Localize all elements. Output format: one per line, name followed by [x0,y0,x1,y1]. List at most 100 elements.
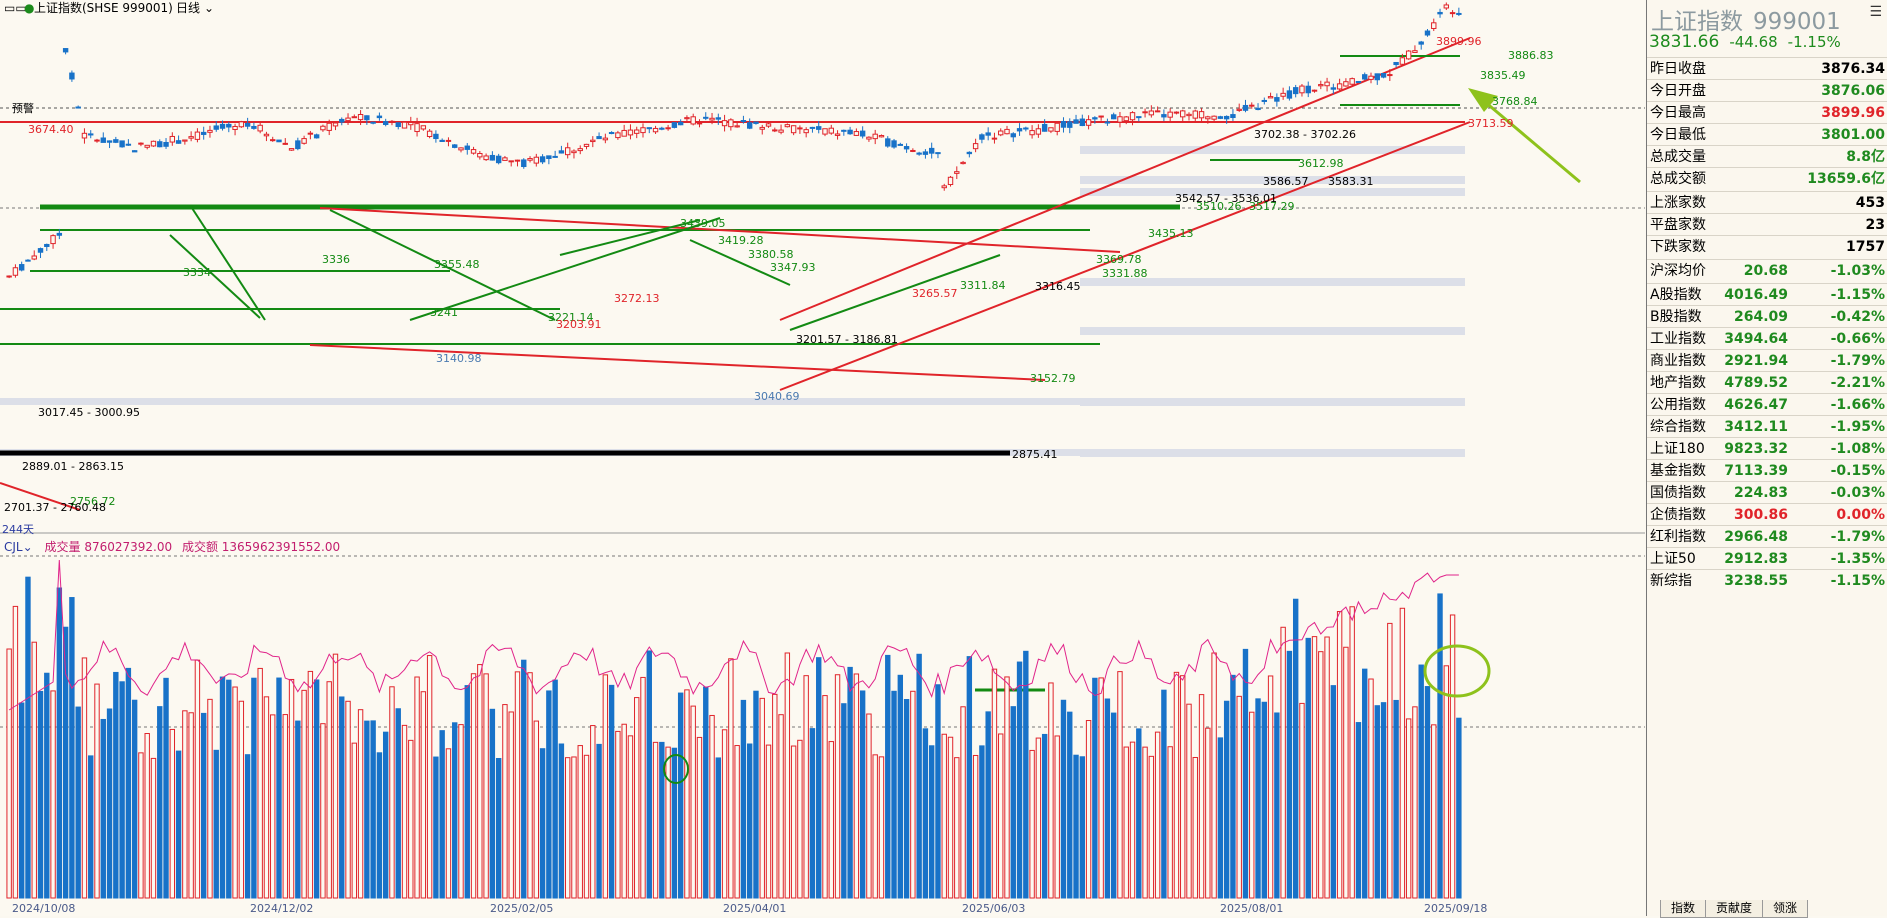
volume-value: 成交量 876027392.00 [44,540,173,554]
candle-body [1117,116,1123,123]
volume-bar [326,681,332,899]
volume-bar [564,757,571,899]
candle-body [960,161,966,165]
trend-line [309,344,1046,381]
price-annotation: 3241 [430,306,458,319]
candle-body [602,137,609,141]
volume-bar [828,741,834,899]
volume-bar [282,714,288,899]
window-icon[interactable]: ▭▭ [4,1,27,15]
volume-bar [1355,722,1362,899]
trend-line [319,207,1121,253]
stat-row[interactable]: 总成交额 13659.6亿 [1647,167,1887,190]
row-pct: -1.15% [1830,287,1885,303]
index-row[interactable]: 企债指数 300.86 0.00% [1647,503,1887,526]
price-annotation: 3886.83 [1508,49,1554,62]
stat-row[interactable]: 总成交量 8.8亿 [1647,145,1887,168]
price-volume-chart[interactable]: 3899.96 3886.83 3835.49 3768.84 3713.59 3674.… [0,0,1645,916]
volume-bar [433,756,439,899]
volume-bar [37,690,44,899]
candle-body [50,235,56,245]
volume-bar [696,736,703,899]
candle-body [408,121,414,126]
candle-body [778,129,784,133]
tab-0[interactable]: 指数 [1660,900,1707,918]
chart-area[interactable]: 3899.96 3886.83 3835.49 3768.84 3713.59 3674.… [0,0,1645,916]
menu-icon[interactable]: ☰ [1869,4,1882,20]
chevron-down-icon[interactable]: ⌄ [22,540,33,554]
candle-body [88,133,94,136]
stat-row[interactable]: 昨日收盘 3876.34 [1647,57,1887,80]
volume-bar [1230,674,1236,899]
index-row[interactable]: A股指数 4016.49 -1.15% [1647,283,1887,306]
row-label: 公用指数 [1650,397,1706,413]
price-annotation: 3369.78 [1096,253,1142,266]
candle-body [659,127,665,130]
row-value: 3876.06 [1821,83,1885,99]
price-annotation: 3311.84 [960,279,1006,292]
stat-row[interactable]: 今日最低 3801.00 [1647,123,1887,146]
index-row[interactable]: 上证50 2912.83 -1.35% [1647,547,1887,570]
price-annotation: 3203.91 [556,318,602,331]
volume-bar [213,749,219,899]
candle-body [521,159,527,168]
price-annotation: 3702.38 - 3702.26 [1254,128,1356,141]
candle-body [1073,119,1079,124]
row-value: 2966.48 [1724,529,1788,545]
candle-body [382,121,389,125]
tab-1[interactable]: 贡献度 [1705,900,1764,918]
index-row[interactable]: 地产指数 4789.52 -2.21% [1647,371,1887,394]
candle-body [1016,128,1023,132]
tab-2[interactable]: 领涨 [1762,900,1809,918]
candle-body [6,275,12,278]
row-label: 下跌家数 [1650,239,1706,255]
support-band [0,398,1465,405]
index-row[interactable]: B股指数 264.09 -0.42% [1647,305,1887,328]
candle-body [709,117,715,121]
breadth-row[interactable]: 下跌家数 1757 [1647,235,1887,258]
candle-body [634,129,640,134]
volume-bar [144,733,150,899]
volume-bar [891,690,897,899]
index-row[interactable]: 基金指数 7113.39 -0.15% [1647,459,1887,482]
breadth-row[interactable]: 上涨家数 453 [1647,191,1887,214]
index-row[interactable]: 红利指数 2966.48 -1.79% [1647,525,1887,548]
index-row[interactable]: 商业指数 2921.94 -1.79% [1647,349,1887,372]
index-row[interactable]: 上证180 9823.32 -1.08% [1647,437,1887,460]
candle-body [539,156,546,163]
candle-body [772,129,778,132]
volume-bar [665,746,671,899]
volume-bar [1148,755,1155,899]
index-row[interactable]: 公用指数 4626.47 -1.66% [1647,393,1887,416]
avg-price-row[interactable]: 沪深均价 20.68 -1.03% [1647,259,1887,282]
stat-row[interactable]: 今日开盘 3876.06 [1647,79,1887,102]
chevron-down-icon[interactable]: ⌄ [204,1,215,15]
row-label: 国债指数 [1650,485,1706,501]
candle-body [113,139,119,143]
candle-body [972,143,979,150]
row-value: 3412.11 [1724,419,1788,435]
alert-label[interactable]: 预警 [12,102,34,115]
volume-bar [1211,652,1217,899]
candle-body [1299,85,1305,94]
row-pct: -1.95% [1830,419,1885,435]
volume-bar [1330,685,1337,899]
index-row[interactable]: 工业指数 3494.64 -0.66% [1647,327,1887,350]
volume-bar [1016,661,1023,899]
volume-bar [1311,636,1318,899]
candle-body [119,140,125,148]
volume-bar [527,672,533,899]
candle-body [1142,111,1148,114]
stat-row[interactable]: 今日最高 3899.96 [1647,101,1887,124]
breadth-row[interactable]: 平盘家数 23 [1647,213,1887,236]
index-row[interactable]: 新综指 3238.55 -1.15% [1647,569,1887,592]
price-change: -44.68 [1729,33,1778,51]
indicator-selector[interactable]: CJL [4,540,23,554]
index-row[interactable]: 国债指数 224.83 -0.03% [1647,481,1887,504]
index-row[interactable]: 综合指数 3412.11 -1.95% [1647,415,1887,438]
row-label: B股指数 [1650,309,1702,325]
period-selector[interactable]: 日线 [176,1,201,15]
volume-bar [1041,733,1048,899]
price-annotation: 3674.40 [28,123,74,136]
volume-bar [608,684,615,899]
